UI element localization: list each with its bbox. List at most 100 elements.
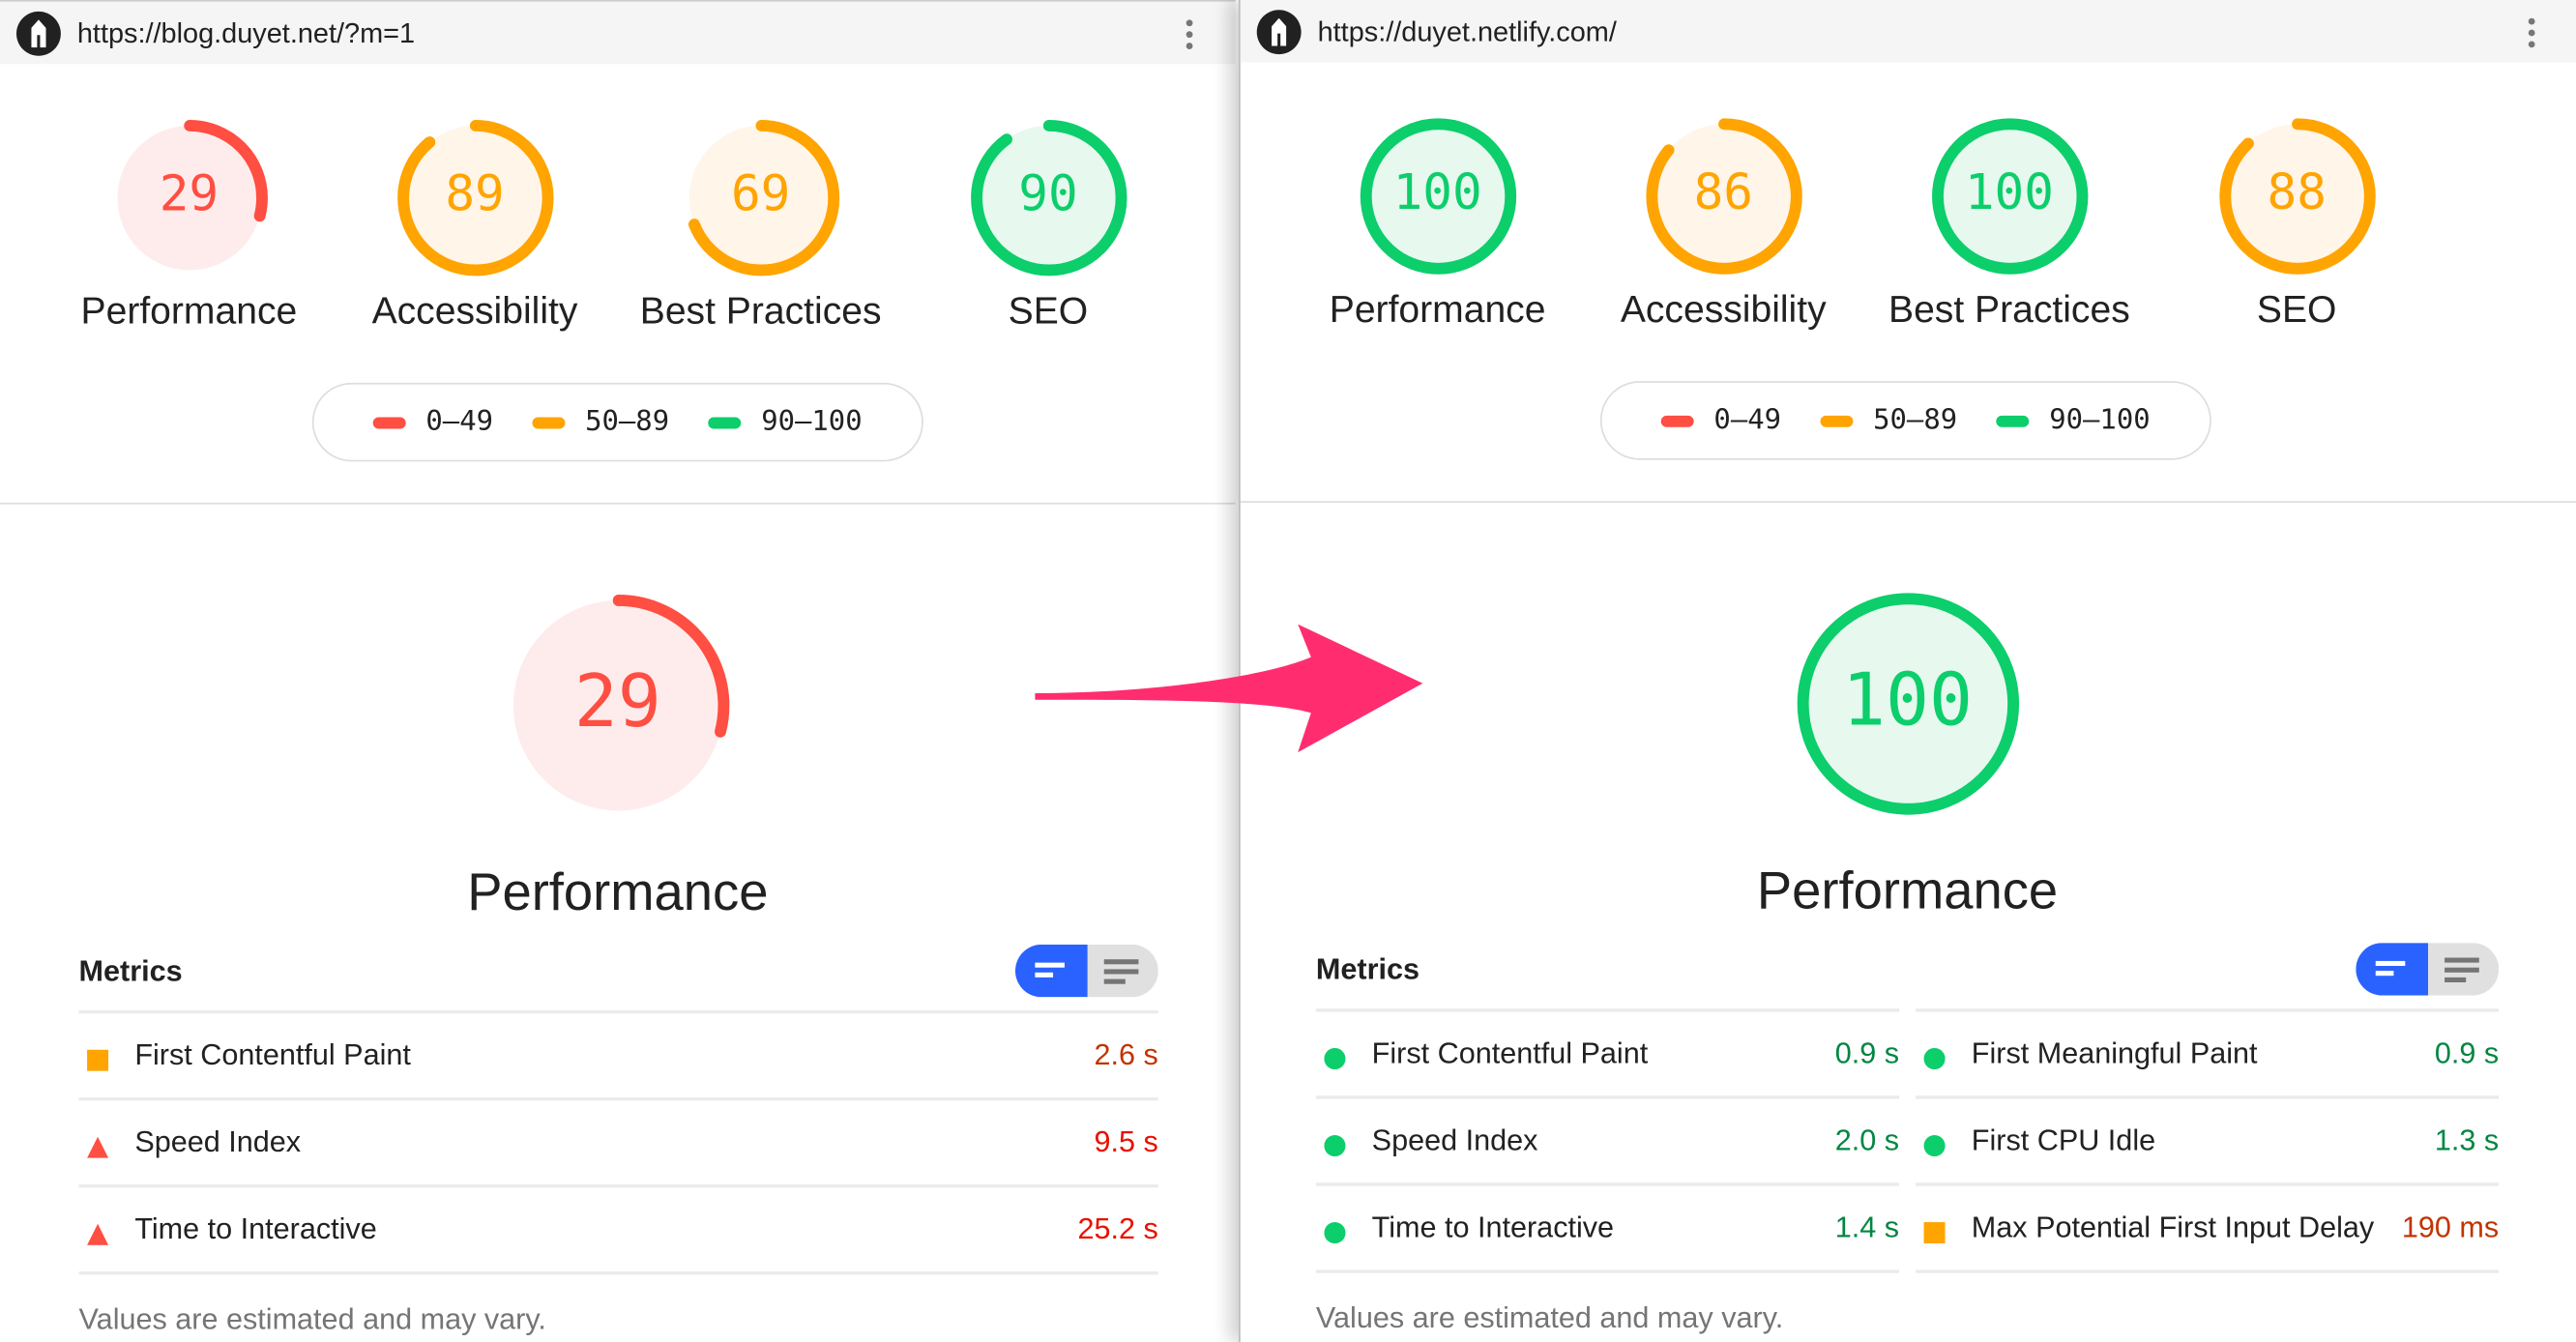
gauge-ring — [970, 119, 1127, 276]
metric-value: 1.4 s — [1834, 1211, 1900, 1244]
legend-swatch — [708, 416, 742, 428]
gauge-score: 69 — [730, 166, 791, 224]
legend-item: 0–49 — [1661, 404, 1781, 437]
metric-value: 1.3 s — [2434, 1123, 2500, 1157]
score-legend: 0–49 50–89 90–100 — [1599, 381, 2211, 460]
legend-swatch — [532, 416, 566, 428]
category-gauge-seo[interactable]: 90 SEO — [867, 116, 1229, 333]
gauge-score: 90 — [1018, 166, 1078, 224]
more-options-icon[interactable] — [1186, 19, 1193, 54]
metric-value: 190 ms — [2401, 1211, 2500, 1244]
legend-label: 90–100 — [2049, 403, 2151, 437]
gauge-arc — [1931, 117, 2088, 274]
metric-row: Speed Index 9.5 s — [78, 1096, 1158, 1184]
metrics-bottom-divider — [1315, 1269, 1900, 1273]
category-gauge-seo[interactable]: 88 SEO — [2116, 114, 2477, 331]
metrics-view-toggle[interactable] — [2356, 943, 2500, 996]
category-gauge-accessibility[interactable]: 86 Accessibility — [1542, 114, 1904, 331]
metrics-bottom-divider — [78, 1271, 1158, 1275]
gauge-background — [402, 125, 547, 270]
category-gauge-best-practices[interactable]: 100 Best Practices — [1829, 114, 2190, 331]
lighthouse-report-after: https://duyet.netlify.com/100 Performance… — [1239, 0, 2576, 1342]
gauge-ring — [110, 119, 268, 276]
legend-label: 0–49 — [425, 405, 493, 439]
section-divider — [0, 502, 1236, 505]
category-gauge-best-practices[interactable]: 69 Best Practices — [580, 116, 942, 333]
triangle-icon — [87, 1219, 109, 1245]
more-options-icon[interactable] — [2528, 17, 2535, 53]
gauge-background — [1801, 598, 2013, 808]
gauge-score: 100 — [1964, 164, 2054, 223]
gauge-background — [1937, 123, 2082, 268]
gauge-score: 88 — [2267, 164, 2327, 223]
gauge-ring — [1645, 117, 1801, 274]
toggle-summary-view[interactable] — [2356, 943, 2429, 996]
gauge-label: Best Practices — [1888, 286, 2130, 330]
arrow-shape — [1035, 624, 1423, 753]
main-performance-gauge[interactable]: 29 Performance — [437, 591, 799, 922]
gauge-arc — [507, 594, 729, 816]
toggle-detailed-view[interactable] — [1087, 944, 1158, 998]
metric-value: 0.9 s — [2434, 1036, 2500, 1070]
metric-value: 0.9 s — [1834, 1036, 1900, 1070]
metric-value: 25.2 s — [1077, 1211, 1158, 1245]
gauge-label: Accessibility — [371, 288, 578, 332]
page-url[interactable]: https://blog.duyet.net/?m=1 — [76, 17, 416, 49]
legend-item: 50–89 — [532, 405, 670, 439]
gauge-label: Performance — [80, 288, 298, 332]
lighthouse-logo-icon — [1256, 10, 1302, 55]
square-icon — [87, 1045, 109, 1071]
metric-row: First Contentful Paint 0.9 s — [1315, 1008, 1900, 1095]
gauge-score: 89 — [445, 166, 505, 224]
circle-icon — [1923, 1043, 1946, 1070]
gauge-label: Best Practices — [639, 288, 882, 332]
legend-label: 50–89 — [585, 405, 670, 439]
circle-icon — [1324, 1217, 1346, 1244]
page-url[interactable]: https://duyet.netlify.com/ — [1317, 15, 1617, 48]
category-gauge-accessibility[interactable]: 89 Accessibility — [294, 116, 656, 333]
gauge-arc — [396, 119, 553, 276]
triangle-icon — [87, 1132, 109, 1158]
gauge-label: SEO — [1008, 288, 1089, 332]
legend-swatch — [1820, 414, 1854, 426]
metrics-view-toggle[interactable] — [1014, 944, 1158, 998]
metric-name: First CPU Idle — [1971, 1123, 2156, 1157]
address-bar: https://duyet.netlify.com/ — [1240, 0, 2576, 63]
legend-item: 90–100 — [708, 405, 863, 439]
main-performance-gauge[interactable]: 100 Performance — [1727, 589, 2089, 920]
toggle-summary-view[interactable] — [1014, 944, 1088, 998]
gauge-arc — [2218, 117, 2375, 274]
toggle-detailed-view[interactable] — [2428, 943, 2500, 996]
section-divider — [1240, 501, 2576, 503]
gauge-label: Performance — [1756, 860, 2059, 919]
gauge-ring — [1931, 117, 2088, 274]
gauge-background — [512, 599, 723, 810]
metric-name: First Contentful Paint — [134, 1037, 411, 1071]
metric-name: First Contentful Paint — [1371, 1036, 1649, 1070]
legend-item: 90–100 — [1996, 403, 2151, 437]
gauge-ring — [507, 594, 729, 816]
gauge-score: 100 — [1842, 657, 1974, 743]
category-gauge-performance[interactable]: 100 Performance — [1257, 114, 1619, 331]
gauge-ring — [2218, 117, 2375, 274]
gauge-background — [1651, 123, 1797, 268]
legend-swatch — [1661, 414, 1695, 426]
gauge-label: Accessibility — [1620, 286, 1827, 330]
circle-icon — [1923, 1130, 1946, 1157]
metric-name: First Meaningful Paint — [1971, 1036, 2258, 1070]
category-gauge-performance[interactable]: 29 Performance — [8, 116, 369, 333]
gauge-score: 29 — [159, 166, 220, 224]
metric-row: First CPU Idle 1.3 s — [1916, 1095, 2500, 1182]
address-bar: https://blog.duyet.net/?m=1 — [0, 1, 1236, 65]
metrics-bottom-divider — [1916, 1269, 2500, 1273]
metric-row: Time to Interactive 1.4 s — [1315, 1182, 1900, 1269]
gauge-score: 29 — [573, 659, 661, 744]
square-icon — [1923, 1217, 1946, 1244]
gauge-label: Performance — [1329, 286, 1546, 330]
gauge-ring — [1796, 592, 2019, 814]
legend-label: 90–100 — [761, 405, 863, 439]
gauge-label: SEO — [2256, 286, 2337, 330]
gauge-background — [688, 125, 834, 270]
gauge-score: 86 — [1693, 164, 1753, 223]
